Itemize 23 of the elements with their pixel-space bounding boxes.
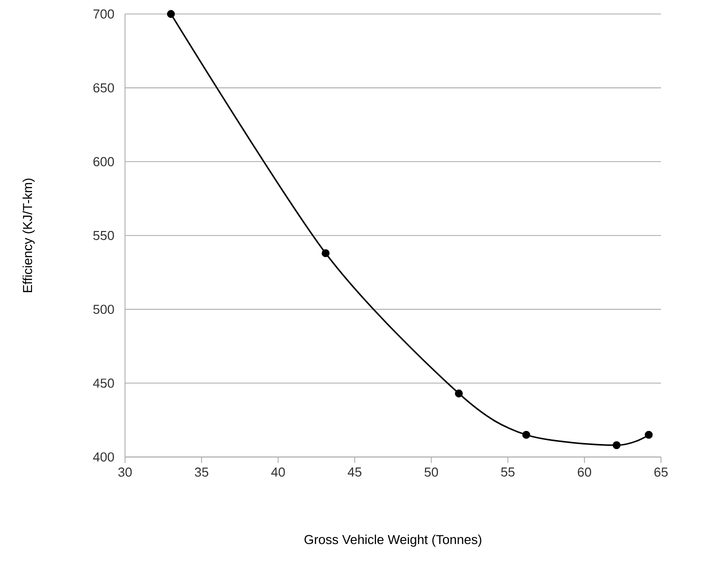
y-tick-label: 550: [93, 230, 114, 240]
x-tick-label: 60: [578, 468, 592, 477]
point: [522, 430, 530, 439]
point: [322, 249, 330, 258]
x-tick-label: 35: [194, 468, 208, 477]
x-tick-label: 45: [348, 468, 362, 477]
y-tick-label: 400: [93, 452, 114, 462]
point: [167, 10, 175, 18]
y-tick-label: 650: [93, 83, 114, 92]
point: [454, 390, 463, 398]
y-tick-label: 700: [93, 9, 114, 19]
x-tick-label: 50: [424, 468, 438, 477]
x-tick-label: 40: [271, 468, 285, 477]
x-tick-label: 30: [118, 468, 132, 477]
y-axis-title: Efficiency (KJ/T-km): [22, 178, 35, 292]
y-tick-label: 500: [93, 304, 114, 314]
point: [612, 441, 621, 450]
x-axis-title: Gross Vehicle Weight (Tonnes): [304, 534, 482, 547]
x-tick-label: 65: [654, 468, 668, 477]
x-tick-label: 55: [501, 468, 515, 477]
y-tick-label: 450: [93, 378, 114, 388]
y-tick-label: 600: [93, 157, 114, 166]
point: [644, 430, 653, 439]
